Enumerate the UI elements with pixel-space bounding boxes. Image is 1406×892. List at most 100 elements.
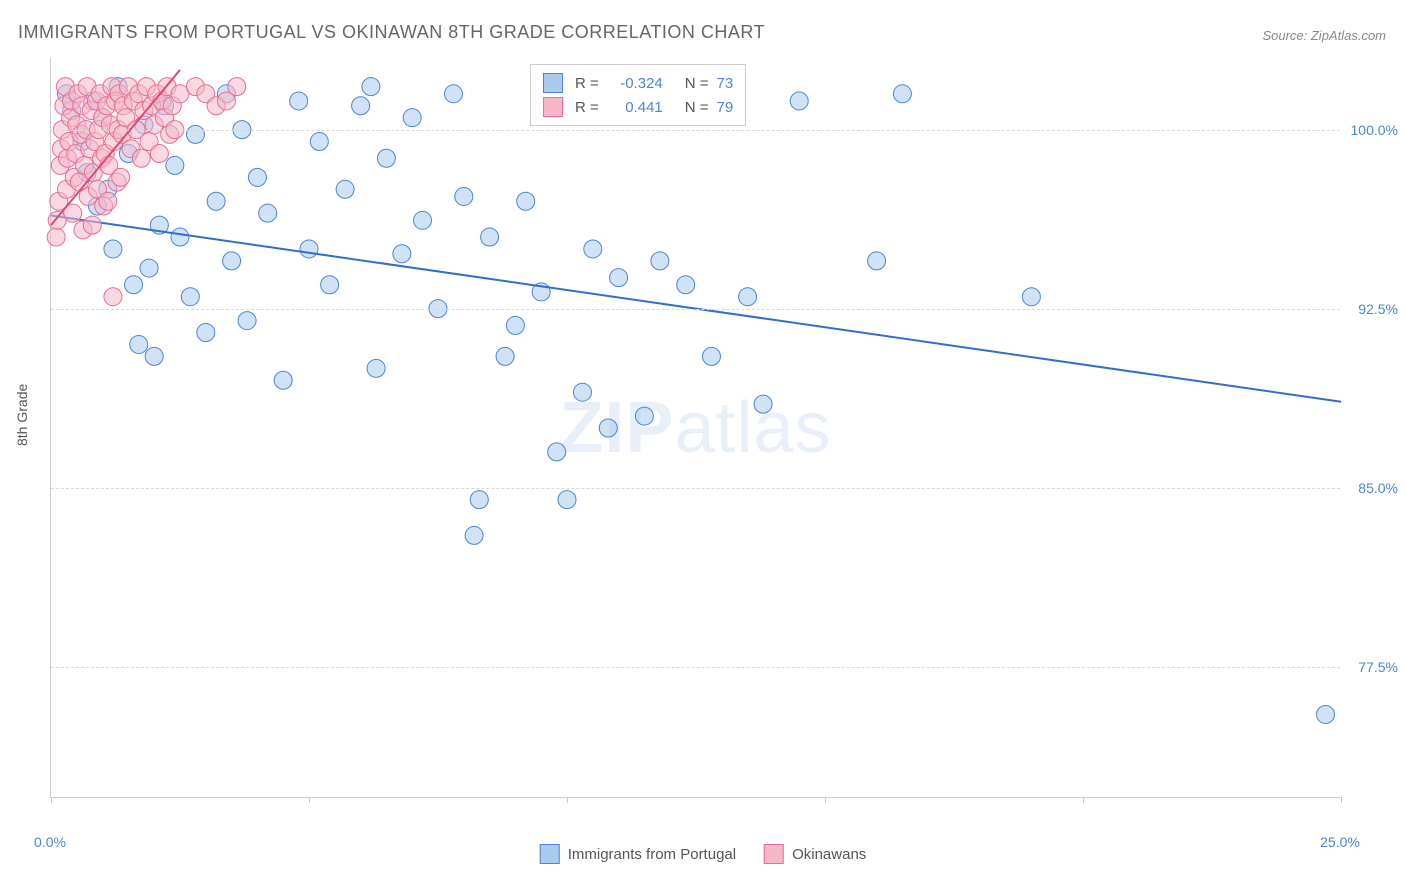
x-tick bbox=[1341, 797, 1342, 803]
data-point bbox=[677, 276, 695, 294]
y-tick-label: 100.0% bbox=[1351, 122, 1398, 138]
data-point bbox=[599, 419, 617, 437]
data-point bbox=[470, 491, 488, 509]
legend-swatch bbox=[543, 73, 563, 93]
legend-item: Immigrants from Portugal bbox=[540, 844, 736, 864]
legend-label: Immigrants from Portugal bbox=[568, 846, 736, 863]
data-point bbox=[83, 216, 101, 234]
y-tick-label: 85.0% bbox=[1358, 480, 1398, 496]
data-point bbox=[702, 347, 720, 365]
x-tick bbox=[567, 797, 568, 803]
data-point bbox=[238, 312, 256, 330]
data-point bbox=[310, 133, 328, 151]
legend-swatch bbox=[540, 844, 560, 864]
legend-row: R = -0.324 N = 73 bbox=[543, 71, 733, 95]
data-point bbox=[893, 85, 911, 103]
y-tick-label: 92.5% bbox=[1358, 301, 1398, 317]
r-label: R = bbox=[575, 75, 599, 92]
n-label: N = bbox=[685, 75, 709, 92]
x-tick bbox=[51, 797, 52, 803]
gridline bbox=[51, 488, 1340, 489]
data-point bbox=[104, 288, 122, 306]
n-label: N = bbox=[685, 99, 709, 116]
data-point bbox=[321, 276, 339, 294]
series-legend: Immigrants from Portugal Okinawans bbox=[540, 844, 867, 864]
data-point bbox=[868, 252, 886, 270]
data-point bbox=[377, 149, 395, 167]
x-tick bbox=[825, 797, 826, 803]
data-point bbox=[140, 259, 158, 277]
data-point bbox=[635, 407, 653, 425]
data-point bbox=[171, 228, 189, 246]
x-tick bbox=[1083, 797, 1084, 803]
data-point bbox=[790, 92, 808, 110]
data-point bbox=[739, 288, 757, 306]
data-point bbox=[130, 335, 148, 353]
data-point bbox=[274, 371, 292, 389]
data-point bbox=[1022, 288, 1040, 306]
x-tick bbox=[309, 797, 310, 803]
data-point bbox=[584, 240, 602, 258]
data-point bbox=[181, 288, 199, 306]
n-value: 73 bbox=[717, 75, 734, 92]
x-tick-label: 0.0% bbox=[34, 834, 66, 850]
data-point bbox=[223, 252, 241, 270]
data-point bbox=[367, 359, 385, 377]
data-point bbox=[393, 245, 411, 263]
data-point bbox=[186, 125, 204, 143]
data-point bbox=[166, 156, 184, 174]
legend-swatch bbox=[764, 844, 784, 864]
scatter-svg bbox=[51, 58, 1341, 798]
data-point bbox=[362, 78, 380, 96]
correlation-legend: R = -0.324 N = 73 R = 0.441 N = 79 bbox=[530, 64, 746, 126]
legend-item: Okinawans bbox=[764, 844, 866, 864]
r-label: R = bbox=[575, 99, 599, 116]
data-point bbox=[517, 192, 535, 210]
data-point bbox=[197, 324, 215, 342]
data-point bbox=[610, 269, 628, 287]
legend-swatch bbox=[543, 97, 563, 117]
data-point bbox=[47, 228, 65, 246]
data-point bbox=[1317, 705, 1335, 723]
data-point bbox=[506, 316, 524, 334]
r-value: -0.324 bbox=[607, 75, 663, 92]
legend-label: Okinawans bbox=[792, 846, 866, 863]
data-point bbox=[259, 204, 277, 222]
data-point bbox=[132, 149, 150, 167]
y-axis-label: 8th Grade bbox=[14, 384, 30, 446]
data-point bbox=[290, 92, 308, 110]
gridline bbox=[51, 130, 1340, 131]
gridline bbox=[51, 667, 1340, 668]
data-point bbox=[481, 228, 499, 246]
data-point bbox=[352, 97, 370, 115]
data-point bbox=[125, 276, 143, 294]
data-point bbox=[207, 192, 225, 210]
data-point bbox=[112, 168, 130, 186]
x-tick-label: 25.0% bbox=[1320, 834, 1360, 850]
chart-title: IMMIGRANTS FROM PORTUGAL VS OKINAWAN 8TH… bbox=[18, 22, 765, 43]
data-point bbox=[414, 211, 432, 229]
data-point bbox=[300, 240, 318, 258]
data-point bbox=[444, 85, 462, 103]
data-point bbox=[651, 252, 669, 270]
data-point bbox=[455, 187, 473, 205]
data-point bbox=[145, 347, 163, 365]
gridline bbox=[51, 309, 1340, 310]
data-point bbox=[228, 78, 246, 96]
data-point bbox=[496, 347, 514, 365]
data-point bbox=[465, 526, 483, 544]
chart-plot-area: ZIPatlas 77.5%85.0%92.5%100.0% bbox=[50, 58, 1340, 798]
data-point bbox=[104, 240, 122, 258]
y-tick-label: 77.5% bbox=[1358, 659, 1398, 675]
legend-row: R = 0.441 N = 79 bbox=[543, 95, 733, 119]
data-point bbox=[754, 395, 772, 413]
r-value: 0.441 bbox=[607, 99, 663, 116]
data-point bbox=[403, 109, 421, 127]
source-attribution: Source: ZipAtlas.com bbox=[1262, 28, 1386, 43]
data-point bbox=[99, 192, 117, 210]
data-point bbox=[558, 491, 576, 509]
n-value: 79 bbox=[717, 99, 734, 116]
data-point bbox=[573, 383, 591, 401]
data-point bbox=[548, 443, 566, 461]
data-point bbox=[336, 180, 354, 198]
